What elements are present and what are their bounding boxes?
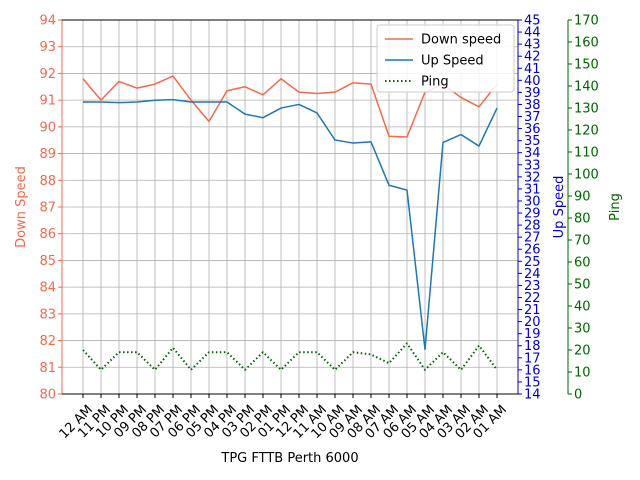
ping-tick-label: 100 bbox=[574, 168, 599, 183]
left-tick-label: 92 bbox=[39, 67, 56, 82]
up-speed-tick-label: 33 bbox=[524, 158, 541, 173]
up-speed-tick-label: 28 bbox=[524, 219, 541, 234]
ping-tick-label: 20 bbox=[574, 344, 591, 359]
ping-axis-label: Ping bbox=[608, 193, 623, 221]
left-axis-label: Down Speed bbox=[14, 166, 29, 248]
up-speed-tick-label: 29 bbox=[524, 207, 541, 222]
up-speed-tick-label: 36 bbox=[524, 122, 541, 137]
ping-tick-label: 0 bbox=[574, 388, 582, 403]
left-tick-label: 84 bbox=[39, 281, 56, 296]
series-line-up-speed bbox=[83, 98, 498, 351]
legend-label: Ping bbox=[421, 75, 449, 90]
left-tick-label: 87 bbox=[39, 201, 56, 216]
ping-tick-label: 60 bbox=[574, 256, 591, 271]
legend-label: Down speed bbox=[421, 33, 501, 48]
plot-frame bbox=[61, 19, 519, 395]
up-speed-tick-label: 14 bbox=[524, 388, 541, 403]
axis-right-up-speed: 1415161718192021222324252627282930313233… bbox=[518, 14, 541, 403]
up-speed-axis-label: Up Speed bbox=[552, 176, 567, 239]
legend-label: Up Speed bbox=[421, 54, 484, 69]
up-speed-tick-label: 38 bbox=[524, 98, 541, 113]
ping-tick-label: 160 bbox=[574, 36, 599, 51]
up-speed-tick-label: 22 bbox=[524, 291, 541, 306]
up-speed-tick-label: 18 bbox=[524, 339, 541, 354]
left-tick-label: 80 bbox=[39, 388, 56, 403]
up-speed-tick-label: 42 bbox=[524, 50, 541, 65]
legend: Down speed Up Speed Ping bbox=[376, 24, 515, 93]
up-speed-tick-label: 34 bbox=[524, 146, 541, 161]
left-tick-label: 81 bbox=[39, 361, 56, 376]
ping-tick-label: 50 bbox=[574, 278, 591, 293]
axis-left: 80 81 82 83 84 85 86 87 88 89 90 91 92 93 94 bbox=[39, 14, 62, 403]
up-speed-tick-label: 31 bbox=[524, 182, 541, 197]
up-speed-tick-label: 30 bbox=[524, 194, 541, 209]
up-speed-tick-label: 41 bbox=[524, 62, 541, 77]
up-speed-tick-label: 19 bbox=[524, 327, 541, 342]
series-line-ping bbox=[82, 342, 498, 371]
left-tick-label: 94 bbox=[39, 14, 56, 29]
up-speed-tick-label: 45 bbox=[524, 14, 541, 29]
ping-tick-label: 170 bbox=[574, 14, 599, 29]
left-tick-label: 86 bbox=[39, 227, 56, 242]
left-tick-label: 91 bbox=[39, 94, 56, 109]
left-tick-label: 88 bbox=[39, 174, 56, 189]
left-tick-label: 82 bbox=[39, 334, 56, 349]
up-speed-tick-label: 21 bbox=[524, 303, 541, 318]
axis-right-ping: 0 10 20 30 40 50 60 70 80 90 100 110 120 130 140 150 160… bbox=[567, 14, 599, 403]
left-tick-label: 90 bbox=[39, 120, 56, 135]
up-speed-tick-label: 25 bbox=[524, 255, 541, 270]
ping-tick-label: 90 bbox=[574, 190, 591, 205]
up-speed-tick-label: 37 bbox=[524, 110, 541, 125]
up-speed-tick-label: 20 bbox=[524, 315, 541, 330]
legend-box bbox=[376, 24, 515, 93]
ping-tick-label: 30 bbox=[574, 322, 591, 337]
up-speed-tick-label: 23 bbox=[524, 279, 541, 294]
ping-tick-label: 150 bbox=[574, 58, 599, 73]
ping-tick-label: 120 bbox=[574, 124, 599, 139]
ping-tick-label: 40 bbox=[574, 300, 591, 315]
left-tick-label: 93 bbox=[39, 40, 56, 55]
x-axis-label: TPG FTTB Perth 6000 bbox=[220, 451, 358, 466]
up-speed-tick-label: 32 bbox=[524, 170, 541, 185]
up-speed-tick-label: 43 bbox=[524, 38, 541, 53]
ping-tick-label: 130 bbox=[574, 102, 599, 117]
up-speed-tick-label: 35 bbox=[524, 134, 541, 149]
ping-tick-label: 10 bbox=[574, 366, 591, 381]
ping-tick-label: 80 bbox=[574, 212, 591, 227]
up-speed-tick-label: 24 bbox=[524, 267, 541, 282]
ping-tick-label: 110 bbox=[574, 146, 599, 161]
left-tick-label: 83 bbox=[39, 307, 56, 322]
up-speed-tick-label: 44 bbox=[524, 26, 541, 41]
left-tick-label: 89 bbox=[39, 147, 56, 162]
ping-tick-label: 140 bbox=[574, 80, 599, 95]
left-tick-label: 85 bbox=[39, 254, 56, 269]
up-speed-tick-label: 15 bbox=[524, 375, 541, 390]
up-speed-tick-label: 17 bbox=[524, 351, 541, 366]
up-speed-tick-label: 27 bbox=[524, 231, 541, 246]
up-speed-tick-label: 16 bbox=[524, 363, 541, 378]
up-speed-tick-label: 40 bbox=[524, 74, 541, 89]
up-speed-tick-label: 39 bbox=[524, 86, 541, 101]
up-speed-tick-label: 26 bbox=[524, 243, 541, 258]
series-layer bbox=[82, 75, 498, 371]
ping-tick-label: 70 bbox=[574, 234, 591, 249]
